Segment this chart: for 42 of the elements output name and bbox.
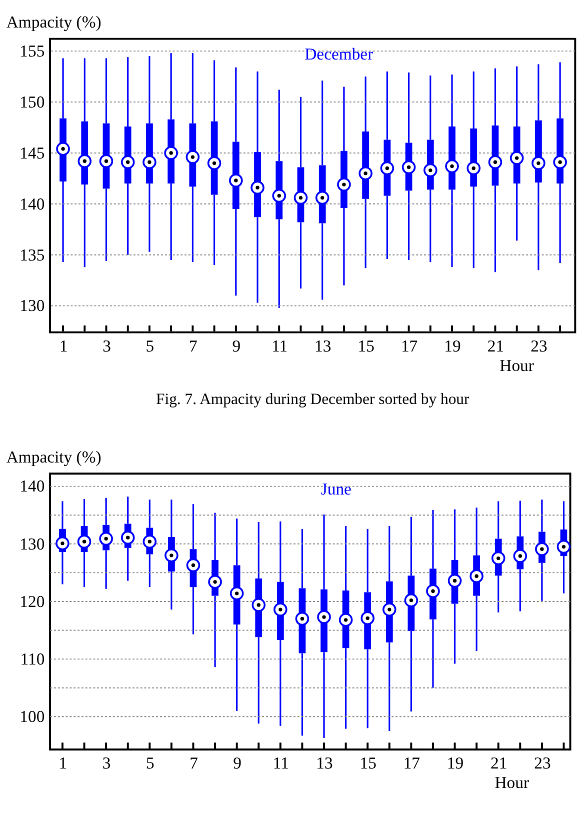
y-tick-label: 150 (20, 92, 45, 112)
caption: Fig. 7. Ampacity during December sorted by hour (156, 390, 470, 408)
y-tick-label: 140 (20, 476, 45, 496)
x-tick-label: 13 (316, 754, 333, 773)
x-tick-label: 21 (490, 754, 508, 773)
y-tick-label: 155 (20, 41, 45, 60)
chart-title: June (320, 479, 352, 498)
x-tick-label: 7 (189, 336, 198, 356)
x-tick-label: 3 (102, 754, 111, 773)
x-tick-label: 13 (314, 336, 332, 356)
x-tick-label: 19 (446, 754, 464, 773)
x-tick-label: 9 (233, 754, 242, 773)
x-tick-label: 3 (102, 336, 111, 356)
x-tick-label: 23 (530, 336, 548, 356)
x-tick-label: 17 (403, 754, 420, 773)
y-tick-label: 110 (20, 649, 45, 668)
y-axis-title: Ampacity (%) (6, 447, 102, 466)
x-tick-label: 17 (400, 336, 418, 356)
x-tick-label: 1 (58, 754, 68, 773)
x-tick-label: 11 (272, 754, 289, 773)
y-tick-label: 130 (20, 296, 45, 316)
x-tick-label: 7 (190, 754, 198, 773)
x-tick-label: 5 (146, 754, 154, 773)
y-tick-label: 120 (20, 592, 45, 611)
x-tick-label: 15 (358, 336, 374, 356)
x-tick-label: 21 (487, 336, 504, 356)
x-tick-label: 15 (360, 754, 376, 773)
y-axis-title: Ampacity (%) (6, 12, 102, 32)
y-tick-label: 100 (20, 707, 45, 726)
x-tick-label: 11 (272, 336, 288, 356)
y-tick-label: 130 (20, 534, 45, 554)
x-tick-label: 9 (232, 336, 241, 356)
x-tick-label: 19 (444, 336, 461, 356)
y-tick-label: 145 (20, 143, 45, 162)
x-axis-title: Hour (500, 356, 534, 376)
x-tick-label: 1 (59, 336, 68, 356)
y-tick-label: 135 (20, 245, 45, 264)
x-axis-title: Hour (494, 773, 530, 792)
x-tick-label: 23 (534, 754, 551, 773)
x-tick-label: 5 (146, 336, 154, 356)
chart-title: December (304, 44, 374, 64)
y-tick-label: 140 (20, 194, 45, 214)
